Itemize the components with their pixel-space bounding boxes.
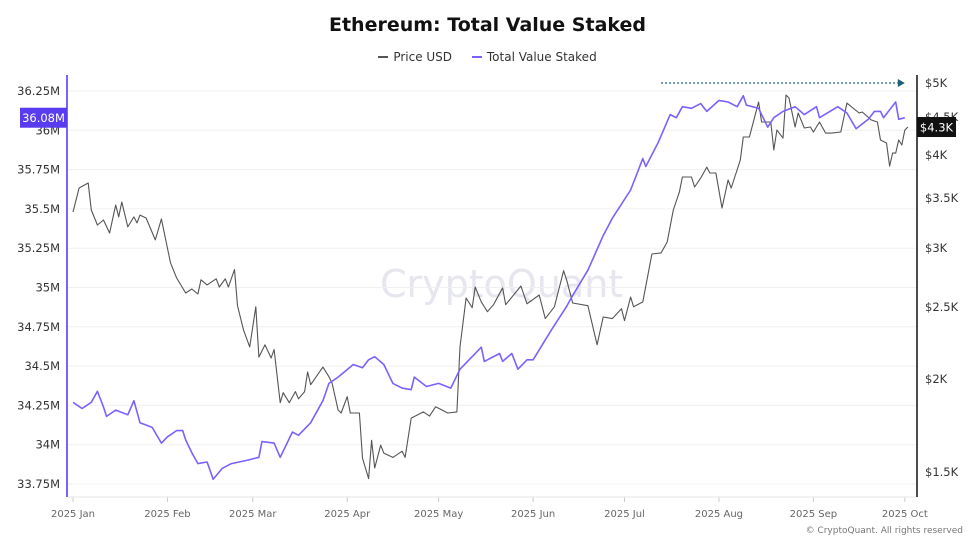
left-tick-label: 36.25M	[17, 84, 60, 98]
right-tick-label: $4K	[925, 148, 948, 162]
legend: Price USD Total Value Staked	[0, 47, 975, 64]
legend-item-price[interactable]: Price USD	[378, 50, 452, 64]
left-tick-label: 33.75M	[17, 477, 60, 491]
left-tick-label: 34.5M	[24, 359, 60, 373]
annotation-arrow-icon	[897, 79, 905, 87]
legend-label-staked: Total Value Staked	[486, 50, 597, 64]
right-tick-label: $2.5K	[925, 300, 959, 314]
x-tick-label: 2025 Jun	[511, 509, 555, 520]
right-tick-label: $3K	[925, 241, 948, 255]
left-tick-label: 34M	[35, 438, 60, 452]
left-current-value-badge	[20, 107, 67, 128]
chart-title: Ethereum: Total Value Staked	[328, 14, 647, 36]
left-tick-label: 35.75M	[17, 163, 60, 177]
left-tick-label: 35.25M	[17, 241, 60, 255]
left-tick-label: 35M	[35, 281, 60, 295]
footer-copyright: © CryptoQuant. All rights reserved	[805, 526, 963, 536]
staked-series-line	[72, 94, 906, 481]
right-current-value-badge	[917, 117, 956, 138]
left-tick-label: 34.25M	[17, 398, 60, 412]
right-current-value-label: $4.3K	[920, 121, 954, 135]
x-tick-label: 2025 Jan	[51, 509, 95, 520]
right-tick-label: $1.5K	[925, 465, 959, 479]
legend-label-price: Price USD	[393, 50, 453, 64]
watermark: CryptoQuant	[380, 262, 624, 306]
x-tick-label: 2025 Aug	[695, 509, 743, 520]
x-tick-label: 2025 Oct	[882, 509, 928, 520]
x-tick-label: 2025 Feb	[144, 509, 190, 520]
left-tick-label: 34.75M	[17, 320, 60, 334]
price-series-line	[72, 94, 909, 480]
x-tick-label: 2025 Sep	[790, 509, 837, 520]
left-current-value-label: 36.08M	[22, 111, 65, 125]
x-tick-label: 2025 Apr	[324, 509, 371, 520]
left-tick-label: 35.5M	[24, 202, 60, 216]
right-tick-label: $2K	[925, 372, 948, 386]
x-tick-label: 2025 May	[414, 509, 463, 520]
legend-swatch-price	[378, 56, 389, 58]
right-tick-label: $3.5K	[925, 191, 959, 205]
x-tick-label: 2025 Jul	[604, 509, 645, 520]
right-tick-label: $5K	[925, 76, 948, 90]
legend-item-staked[interactable]: Total Value Staked	[471, 50, 597, 64]
x-tick-label: 2025 Mar	[229, 509, 277, 520]
legend-swatch-staked	[471, 56, 482, 58]
